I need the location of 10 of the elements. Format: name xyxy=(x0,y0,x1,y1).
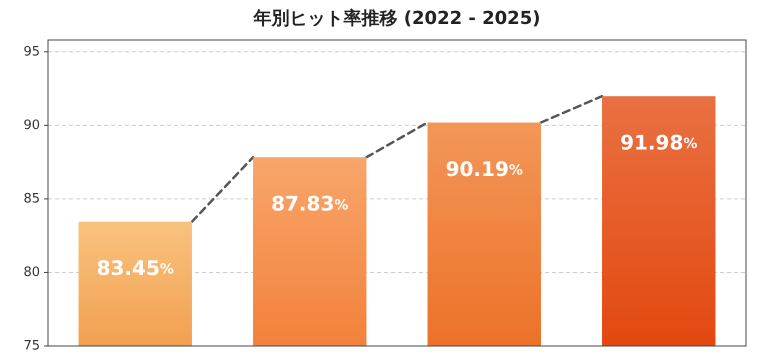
y-tick-label: 90 xyxy=(23,118,40,133)
y-tick-label: 85 xyxy=(23,191,40,206)
data-label: 83.45% xyxy=(96,256,174,280)
chart-title: 年別ヒット率推移 (2022 - 2025) xyxy=(252,8,540,29)
y-tick-label: 75 xyxy=(23,338,40,354)
y-tick-label: 95 xyxy=(23,44,40,60)
data-label: 91.98% xyxy=(620,130,698,155)
y-tick-label: 80 xyxy=(23,264,40,280)
data-label: 87.83% xyxy=(271,192,348,216)
data-label: 90.19% xyxy=(446,157,523,181)
